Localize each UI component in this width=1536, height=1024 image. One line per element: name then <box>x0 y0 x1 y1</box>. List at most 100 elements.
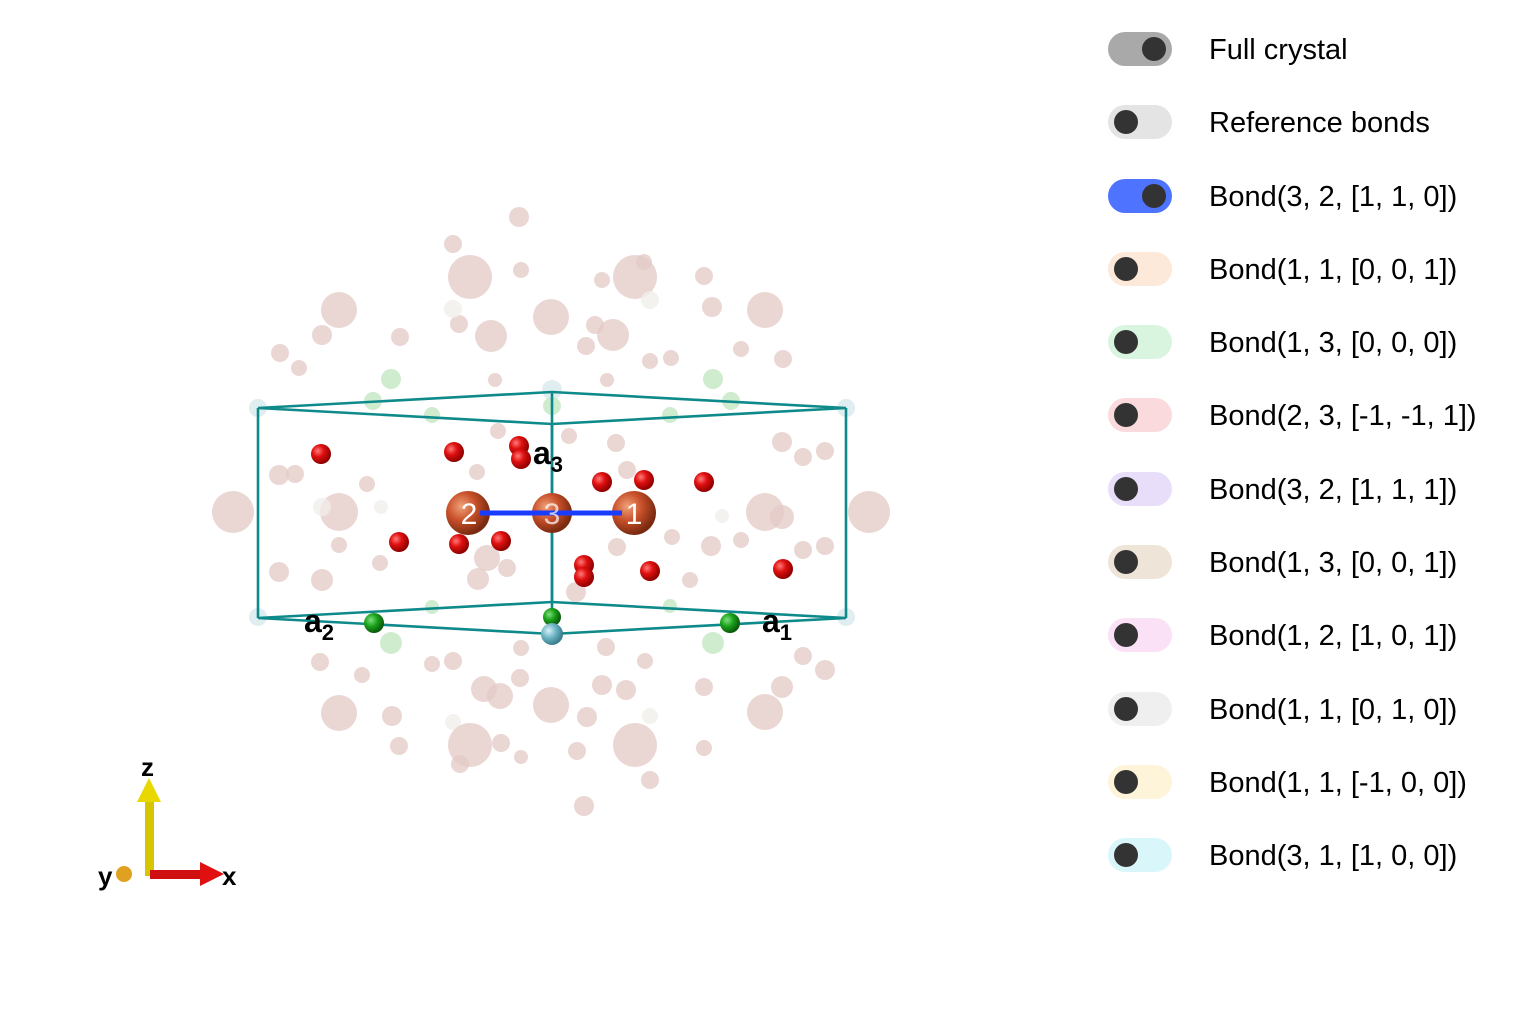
legend-item[interactable]: Bond(1, 3, [0, 0, 1]) <box>1108 545 1528 618</box>
oxygen-atom <box>773 559 793 579</box>
faded-atom <box>444 652 462 670</box>
legend-item[interactable]: Bond(3, 1, [1, 0, 0]) <box>1108 838 1528 911</box>
faded-atom <box>471 676 497 702</box>
legend-toggle[interactable] <box>1108 251 1172 286</box>
faded-atom <box>492 734 510 752</box>
faded-atom <box>445 714 461 730</box>
faded-atom <box>701 536 721 556</box>
oxygen-atom <box>592 472 612 492</box>
faded-atom <box>311 569 333 591</box>
faded-atom <box>490 423 506 439</box>
faded-atom <box>488 373 502 387</box>
legend-toggle[interactable] <box>1108 325 1172 360</box>
oxygen-atom <box>444 442 464 462</box>
legend-toggle[interactable] <box>1108 32 1172 66</box>
faded-atom <box>586 316 604 334</box>
legend-label: Bond(3, 1, [1, 0, 0]) <box>1209 840 1458 873</box>
faded-atom <box>613 723 657 767</box>
axis-triad: z x y <box>98 752 237 891</box>
faded-atom <box>641 291 659 309</box>
faded-atom <box>451 755 469 773</box>
faded-atom <box>577 707 597 727</box>
crystal-viewport[interactable]: 2 3 1 a3 a2 a1 z x y <box>0 0 1090 1024</box>
legend-label: Reference bonds <box>1209 107 1430 140</box>
legend-item[interactable]: Bond(1, 1, [-1, 0, 0]) <box>1108 764 1528 838</box>
legend-item[interactable]: Reference bonds <box>1108 105 1528 178</box>
legend-item[interactable]: Bond(2, 3, [-1, -1, 1]) <box>1108 398 1528 471</box>
faded-atom <box>374 500 388 514</box>
faded-atom <box>616 680 636 700</box>
faded-atom <box>474 545 500 571</box>
faded-atom <box>372 555 388 571</box>
oxygen-atom <box>634 470 654 490</box>
legend-toggle[interactable] <box>1108 618 1172 653</box>
faded-atom <box>291 360 307 376</box>
faded-atom <box>424 656 440 672</box>
faded-atom <box>770 505 794 529</box>
faded-atom <box>513 640 529 656</box>
faded-atom <box>469 464 485 480</box>
lattice-label-a3: a3 <box>533 435 563 477</box>
legend-item[interactable]: Bond(3, 2, [1, 1, 1]) <box>1108 471 1528 545</box>
faded-atom <box>664 529 680 545</box>
faded-atom <box>514 750 528 764</box>
legend-toggle[interactable] <box>1108 764 1172 799</box>
faded-atom <box>212 491 254 533</box>
legend-item[interactable]: Full crystal <box>1108 32 1528 105</box>
oxygen-atom <box>574 567 594 587</box>
faded-atom <box>313 498 331 516</box>
oxygen-atom <box>311 444 331 464</box>
legend-item[interactable]: Bond(3, 2, [1, 1, 0]) <box>1108 178 1528 252</box>
legend-item[interactable]: Bond(1, 1, [0, 1, 0]) <box>1108 691 1528 765</box>
faded-atom <box>771 676 793 698</box>
faded-atom <box>663 599 677 613</box>
legend-item[interactable]: Bond(1, 3, [0, 0, 0]) <box>1108 325 1528 398</box>
faded-atom <box>448 255 492 299</box>
legend-item[interactable]: Bond(1, 1, [0, 0, 1]) <box>1108 251 1528 325</box>
cell-sites <box>364 608 740 645</box>
legend-toggle[interactable] <box>1108 471 1172 506</box>
legend-toggle[interactable] <box>1108 398 1172 433</box>
bond-legend: Full crystal Reference bonds Bond(3, 2, [1… <box>1108 32 1528 912</box>
faded-atom <box>381 369 401 389</box>
faded-atom <box>311 653 329 671</box>
legend-item[interactable]: Bond(1, 2, [1, 0, 1]) <box>1108 618 1528 691</box>
oxygen-atoms <box>311 436 793 587</box>
toggle-knob <box>1142 37 1166 61</box>
faded-atom <box>608 538 626 556</box>
faded-atom <box>618 461 636 479</box>
faded-atom <box>597 638 615 656</box>
faded-atom <box>747 292 783 328</box>
legend-label: Bond(1, 1, [0, 1, 0]) <box>1209 693 1458 726</box>
faded-atom <box>542 380 562 400</box>
cyan-site-atom <box>541 623 563 645</box>
faded-atom <box>391 328 409 346</box>
faded-atom <box>816 537 834 555</box>
x-axis-arrow <box>150 870 202 879</box>
legend-toggle[interactable] <box>1108 178 1172 213</box>
faded-atom <box>794 448 812 466</box>
faded-atom <box>450 315 468 333</box>
faded-atom <box>642 708 658 724</box>
cation-atom-1[interactable] <box>612 491 656 535</box>
legend-label: Bond(1, 3, [0, 0, 0]) <box>1209 327 1458 360</box>
faded-atom <box>321 695 357 731</box>
triad-label-y: y <box>98 861 113 891</box>
faded-atom <box>269 465 289 485</box>
faded-atom <box>561 428 577 444</box>
faded-atom <box>511 669 529 687</box>
cation-atom-2[interactable] <box>446 491 490 535</box>
atom-label-1: 1 <box>626 498 643 531</box>
faded-atom <box>269 562 289 582</box>
faded-atom <box>425 600 439 614</box>
legend-toggle[interactable] <box>1108 545 1172 580</box>
faded-atom <box>662 407 678 423</box>
faded-atom <box>321 292 357 328</box>
faded-atom <box>703 369 723 389</box>
faded-atom <box>444 300 462 318</box>
faded-atom <box>312 325 332 345</box>
toggle-knob <box>1114 403 1138 428</box>
legend-toggle[interactable] <box>1108 105 1172 140</box>
legend-toggle[interactable] <box>1108 691 1172 726</box>
legend-toggle[interactable] <box>1108 838 1172 873</box>
